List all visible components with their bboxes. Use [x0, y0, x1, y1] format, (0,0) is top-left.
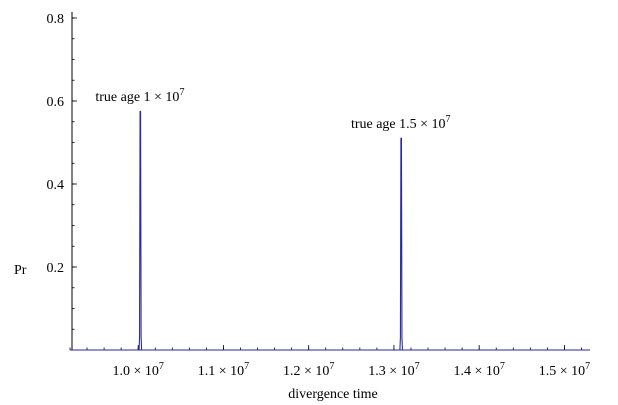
series-group	[70, 110, 590, 351]
x-tick-label: 1.4 × 107	[453, 361, 504, 379]
series-line-2	[70, 137, 590, 351]
y-tick-label: 0.4	[47, 178, 65, 193]
x-axis-ticks: 1.0 × 107 1.1 × 107 1.2 × 107 1.3 × 107 1.4 …	[69, 345, 590, 379]
y-tick-label: 0.2	[47, 261, 65, 276]
x-tick-label: 1.5 × 107	[539, 361, 590, 379]
y-tick-label: 0.8	[47, 12, 65, 27]
x-tick-label: 1.3 × 107	[368, 361, 419, 379]
x-tick-label: 1.2 × 107	[283, 361, 334, 379]
annotation-label-1: true age 1 × 107	[95, 87, 184, 105]
y-axis-label: Pr	[14, 263, 27, 278]
x-tick-label: 1.0 × 107	[112, 361, 163, 379]
x-tick-label: 1.1 × 107	[198, 361, 249, 379]
annotations: true age 1 × 107 true age 1.5 × 107	[95, 87, 450, 132]
y-axis-ticks: 0.2 0.4 0.6 0.8	[47, 12, 77, 330]
annotation-label-2: true age 1.5 × 107	[351, 114, 451, 132]
x-axis-label: divergence time	[288, 387, 378, 402]
y-tick-label: 0.6	[47, 95, 65, 110]
series-line-1	[70, 110, 590, 351]
